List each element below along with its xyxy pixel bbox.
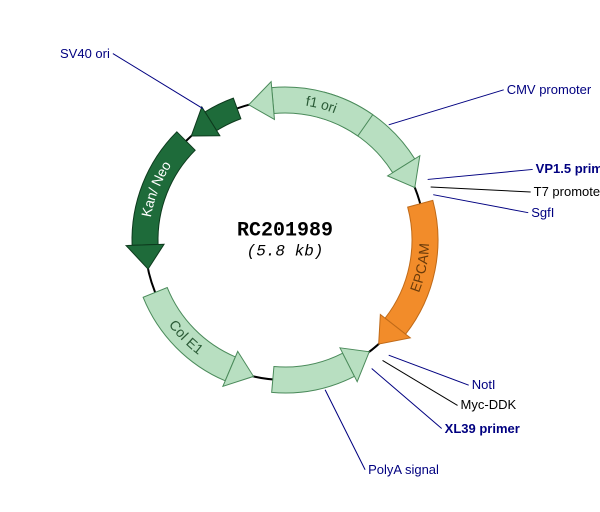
feature-polya-signal [272, 353, 355, 393]
pointer-label-cmv-promoter: CMV promoter [507, 82, 592, 97]
pointer-label-sv40-ori: SV40 ori [60, 46, 110, 61]
feature-epcam [385, 200, 438, 334]
plasmid-size: (5.8 kb) [237, 243, 333, 261]
pointer-line [372, 369, 442, 429]
pointer-label-vp1-5-primer: VP1.5 primer [536, 161, 600, 176]
plasmid-center-label: RC201989 (5.8 kb) [237, 220, 333, 261]
pointer-line [325, 390, 365, 470]
pointer-label-polya-signal: PolyA signal [368, 462, 439, 477]
pointer-label-sgfi: SgfI [531, 205, 554, 220]
pointer-label-xl39-primer: XL39 primer [445, 421, 520, 436]
pointer-label-myc-ddk: Myc-DDK [461, 397, 517, 412]
feature-arrowhead-f1-ori [249, 82, 275, 120]
pointer-line [431, 187, 531, 192]
pointer-line [113, 54, 203, 109]
pointer-label-t7-promoter: T7 promoter [534, 184, 600, 199]
plasmid-name: RC201989 [237, 220, 333, 243]
pointer-line [389, 355, 469, 385]
feature-arrowhead-kan-neo [126, 244, 164, 269]
feature-kan-neo [132, 132, 195, 246]
pointer-line [428, 169, 533, 179]
pointer-line [433, 195, 528, 213]
pointer-line [389, 90, 504, 125]
pointer-label-noti: NotI [472, 377, 496, 392]
